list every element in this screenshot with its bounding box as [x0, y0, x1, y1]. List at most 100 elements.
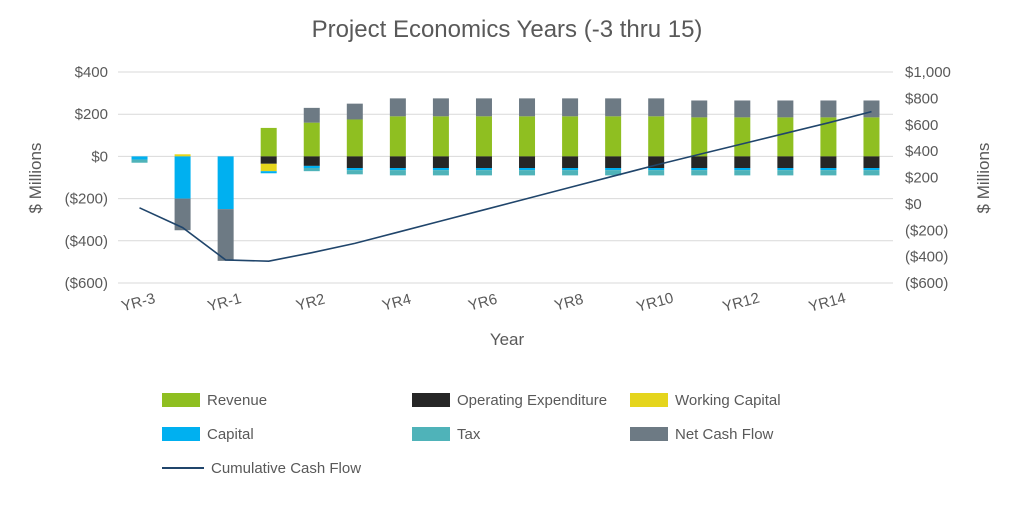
bar-segment — [562, 170, 579, 176]
left-axis-tick-label: ($400) — [65, 233, 108, 250]
bar-segment — [648, 98, 665, 117]
bar-segment — [820, 168, 837, 171]
bar-segment — [734, 156, 751, 169]
bar-segment — [863, 100, 880, 118]
bar-segment — [820, 100, 837, 118]
legend-color-swatch — [162, 393, 200, 407]
bar-segment — [691, 170, 708, 176]
x-axis-tick-label: YR-1 — [206, 290, 243, 315]
right-axis-tick-label: $200 — [905, 170, 938, 187]
bar-segment — [131, 156, 148, 160]
legend-label: Tax — [457, 425, 481, 443]
bar-segment — [217, 209, 234, 261]
bar-segment — [648, 168, 665, 171]
bar-segment — [562, 98, 579, 117]
bar-segment — [174, 156, 191, 199]
x-axis-tick-label: YR-3 — [120, 290, 157, 315]
left-axis-tick-label: ($200) — [65, 191, 108, 208]
bar-segment — [863, 170, 880, 176]
bar-segment — [260, 156, 277, 164]
bar-segment — [475, 168, 492, 171]
legend-line-swatch — [162, 467, 204, 469]
legend-color-swatch — [630, 393, 668, 407]
bar-segment — [131, 159, 148, 163]
bar-segment — [389, 116, 406, 157]
right-axis-tick-label: $400 — [905, 143, 938, 160]
right-axis-tick-label: ($600) — [905, 275, 948, 292]
bar-segment — [346, 170, 363, 175]
bar-segment — [863, 168, 880, 171]
bar-segment — [777, 117, 794, 157]
legend-color-swatch — [412, 393, 450, 407]
bar-segment — [432, 116, 449, 157]
bar-segment — [432, 168, 449, 171]
x-axis-title: Year — [489, 330, 525, 349]
bar-segment — [820, 117, 837, 157]
legend-color-swatch — [412, 427, 450, 441]
bar-segment — [217, 156, 234, 210]
bar-segment — [562, 168, 579, 171]
bar-segment — [562, 116, 579, 157]
bar-segment — [734, 170, 751, 176]
bar-segment — [260, 127, 277, 157]
left-axis-tick-label: $0 — [91, 148, 108, 165]
right-axis-tick-label: ($200) — [905, 222, 948, 239]
right-axis-tick-label: $1,000 — [905, 64, 951, 81]
bar-segment — [475, 170, 492, 176]
legend-label: Cumulative Cash Flow — [211, 459, 362, 477]
bar-segment — [260, 171, 277, 174]
bar-segment — [519, 98, 536, 117]
plot-area: $400 $200 $0 ($200) ($400) ($600) $1,000 $800 $6… — [65, 64, 951, 316]
bar-segment — [475, 116, 492, 157]
legend-item-cumulative-cash-flow: Cumulative Cash Flow — [162, 458, 412, 478]
bar-segment — [777, 168, 794, 171]
bar-segment — [519, 170, 536, 176]
bar-segment — [389, 98, 406, 117]
legend-label: Revenue — [207, 391, 268, 409]
left-axis-tick-label: $200 — [75, 106, 108, 123]
bar-segment — [432, 98, 449, 117]
bar-segment — [605, 98, 622, 117]
x-axis-tick-label: YR10 — [635, 290, 676, 316]
bar-segment — [605, 156, 622, 169]
bar-segment — [389, 170, 406, 176]
bar-segment — [648, 116, 665, 157]
bar-segment — [303, 165, 320, 169]
bar-segment — [432, 156, 449, 169]
legend-label: Operating Expenditure — [457, 391, 608, 409]
bar-segment — [519, 168, 536, 171]
bar-segment — [346, 103, 363, 120]
x-axis-tick-label: YR4 — [380, 291, 413, 315]
legend-color-swatch — [630, 427, 668, 441]
bar-segment — [777, 100, 794, 118]
legend-label: Capital — [207, 425, 254, 443]
x-axis-tick-label: YR14 — [807, 290, 848, 316]
x-axis-tick-label: YR12 — [721, 290, 762, 316]
bar-segment — [303, 122, 320, 157]
bar-segment — [432, 170, 449, 176]
bar-segment — [346, 119, 363, 157]
legend-item-working-capital: Working Capital — [630, 390, 880, 410]
bar-segment — [389, 156, 406, 169]
bar-segment — [820, 170, 837, 176]
bar-segment — [605, 170, 622, 176]
bar-segment — [475, 98, 492, 117]
bar-segment — [303, 156, 320, 166]
x-axis-tick-label: YR2 — [294, 291, 327, 315]
bar-segment — [863, 156, 880, 169]
bar-segment — [777, 156, 794, 169]
legend-item-net-cash-flow: Net Cash Flow — [630, 424, 880, 444]
legend-color-swatch — [162, 427, 200, 441]
bar-segment — [174, 154, 191, 157]
bar-segment — [691, 156, 708, 169]
bar-segment — [691, 117, 708, 157]
right-axis-tick-label: $0 — [905, 196, 922, 213]
legend-item-operating-expenditure: Operating Expenditure — [412, 390, 630, 410]
legend-item-tax: Tax — [412, 424, 630, 444]
bar-segment — [475, 156, 492, 169]
legend-item-revenue: Revenue — [162, 390, 412, 410]
bar-segment — [303, 107, 320, 123]
cumulative-cash-flow-line — [139, 110, 872, 263]
bar-segment — [691, 100, 708, 118]
bar-segment — [734, 168, 751, 171]
